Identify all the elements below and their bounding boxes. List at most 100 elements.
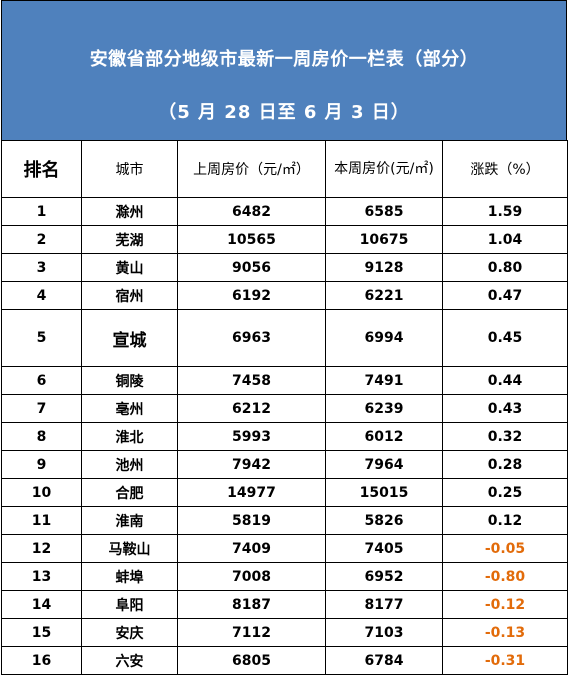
cell-last-week-price: 8187 (177, 590, 326, 619)
cell-change-percent: 0.44 (442, 366, 568, 395)
cell-last-week-price: 5993 (177, 422, 326, 451)
cell-this-week-price: 8177 (325, 590, 443, 619)
header-last-week-price: 上周房价（元/㎡） (177, 140, 326, 198)
header-change-percent: 涨跌（%） (442, 140, 568, 198)
table-row: 11 淮南 5819 5826 0.12 (1, 506, 568, 535)
date-range-subtitle: （5 月 28 日至 6 月 3 日） (158, 102, 410, 123)
cell-this-week-price: 10675 (325, 225, 443, 254)
table-body: 1 滁州 6482 6585 1.59 2 芜湖 10565 10675 1.04 3 黄山 9056 9… (1, 197, 568, 675)
cell-rank: 2 (1, 225, 82, 254)
cell-last-week-price: 7409 (177, 534, 326, 563)
title-banner: 安徽省部分地级市最新一周房价一栏表（部分） （5 月 28 日至 6 月 3 日… (1, 0, 567, 141)
cell-rank: 1 (1, 197, 82, 226)
table-row: 5 宣城 6963 6994 0.45 (1, 309, 568, 367)
table-row: 10 合肥 14977 15015 0.25 (1, 478, 568, 507)
cell-last-week-price: 6192 (177, 281, 326, 310)
cell-change-percent: -0.80 (442, 562, 568, 591)
cell-last-week-price: 9056 (177, 253, 326, 282)
cell-change-percent: 0.47 (442, 281, 568, 310)
cell-change-percent: 1.59 (442, 197, 568, 226)
house-price-table: 排名 城市 上周房价（元/㎡） 本周房价(元/㎡) 涨跌（%） 1 滁州 6482 6… (1, 140, 568, 675)
header-this-week-price: 本周房价(元/㎡) (325, 140, 443, 198)
cell-change-percent: 0.45 (442, 309, 568, 367)
table-row: 14 阜阳 8187 8177 -0.12 (1, 590, 568, 619)
cell-city: 合肥 (81, 478, 178, 507)
cell-this-week-price: 7491 (325, 366, 443, 395)
cell-city: 六安 (81, 646, 178, 675)
page-title: 安徽省部分地级市最新一周房价一栏表（部分） (89, 49, 479, 70)
cell-this-week-price: 6012 (325, 422, 443, 451)
cell-city: 蚌埠 (81, 562, 178, 591)
table-row: 12 马鞍山 7409 7405 -0.05 (1, 534, 568, 563)
cell-rank: 15 (1, 618, 82, 647)
cell-rank: 7 (1, 394, 82, 423)
cell-rank: 16 (1, 646, 82, 675)
cell-last-week-price: 5819 (177, 506, 326, 535)
cell-last-week-price: 7942 (177, 450, 326, 479)
cell-last-week-price: 7008 (177, 562, 326, 591)
table-row: 6 铜陵 7458 7491 0.44 (1, 366, 568, 395)
header-city: 城市 (81, 140, 178, 198)
table-row: 7 亳州 6212 6239 0.43 (1, 394, 568, 423)
cell-last-week-price: 6805 (177, 646, 326, 675)
cell-last-week-price: 14977 (177, 478, 326, 507)
cell-last-week-price: 7112 (177, 618, 326, 647)
cell-city: 淮南 (81, 506, 178, 535)
cell-last-week-price: 6482 (177, 197, 326, 226)
cell-change-percent: -0.12 (442, 590, 568, 619)
cell-change-percent: 0.25 (442, 478, 568, 507)
cell-rank: 5 (1, 309, 82, 367)
cell-rank: 10 (1, 478, 82, 507)
table-row: 4 宿州 6192 6221 0.47 (1, 281, 568, 310)
cell-city: 宣城 (81, 309, 178, 367)
cell-this-week-price: 7964 (325, 450, 443, 479)
cell-rank: 3 (1, 253, 82, 282)
cell-rank: 6 (1, 366, 82, 395)
cell-change-percent: 0.32 (442, 422, 568, 451)
cell-rank: 13 (1, 562, 82, 591)
cell-this-week-price: 6784 (325, 646, 443, 675)
cell-city: 安庆 (81, 618, 178, 647)
cell-rank: 11 (1, 506, 82, 535)
cell-change-percent: 0.28 (442, 450, 568, 479)
cell-rank: 14 (1, 590, 82, 619)
cell-change-percent: -0.05 (442, 534, 568, 563)
cell-this-week-price: 7405 (325, 534, 443, 563)
cell-last-week-price: 7458 (177, 366, 326, 395)
table-row: 2 芜湖 10565 10675 1.04 (1, 225, 568, 254)
cell-city: 滁州 (81, 197, 178, 226)
cell-last-week-price: 6963 (177, 309, 326, 367)
cell-city: 亳州 (81, 394, 178, 423)
cell-last-week-price: 6212 (177, 394, 326, 423)
cell-this-week-price: 6952 (325, 562, 443, 591)
cell-change-percent: 0.12 (442, 506, 568, 535)
cell-last-week-price: 10565 (177, 225, 326, 254)
table-header-row: 排名 城市 上周房价（元/㎡） 本周房价(元/㎡) 涨跌（%） (1, 140, 568, 198)
cell-rank: 9 (1, 450, 82, 479)
table-row: 3 黄山 9056 9128 0.80 (1, 253, 568, 282)
cell-city: 阜阳 (81, 590, 178, 619)
cell-this-week-price: 5826 (325, 506, 443, 535)
cell-change-percent: -0.13 (442, 618, 568, 647)
cell-city: 马鞍山 (81, 534, 178, 563)
cell-change-percent: 1.04 (442, 225, 568, 254)
cell-city: 淮北 (81, 422, 178, 451)
cell-change-percent: 0.43 (442, 394, 568, 423)
cell-city: 芜湖 (81, 225, 178, 254)
cell-city: 池州 (81, 450, 178, 479)
cell-rank: 8 (1, 422, 82, 451)
cell-this-week-price: 6239 (325, 394, 443, 423)
cell-city: 黄山 (81, 253, 178, 282)
cell-rank: 4 (1, 281, 82, 310)
cell-rank: 12 (1, 534, 82, 563)
table-row: 16 六安 6805 6784 -0.31 (1, 646, 568, 675)
cell-this-week-price: 6585 (325, 197, 443, 226)
table-row: 13 蚌埠 7008 6952 -0.80 (1, 562, 568, 591)
cell-change-percent: 0.80 (442, 253, 568, 282)
cell-change-percent: -0.31 (442, 646, 568, 675)
table-row: 8 淮北 5993 6012 0.32 (1, 422, 568, 451)
table-row: 9 池州 7942 7964 0.28 (1, 450, 568, 479)
table-row: 1 滁州 6482 6585 1.59 (1, 197, 568, 226)
cell-this-week-price: 7103 (325, 618, 443, 647)
